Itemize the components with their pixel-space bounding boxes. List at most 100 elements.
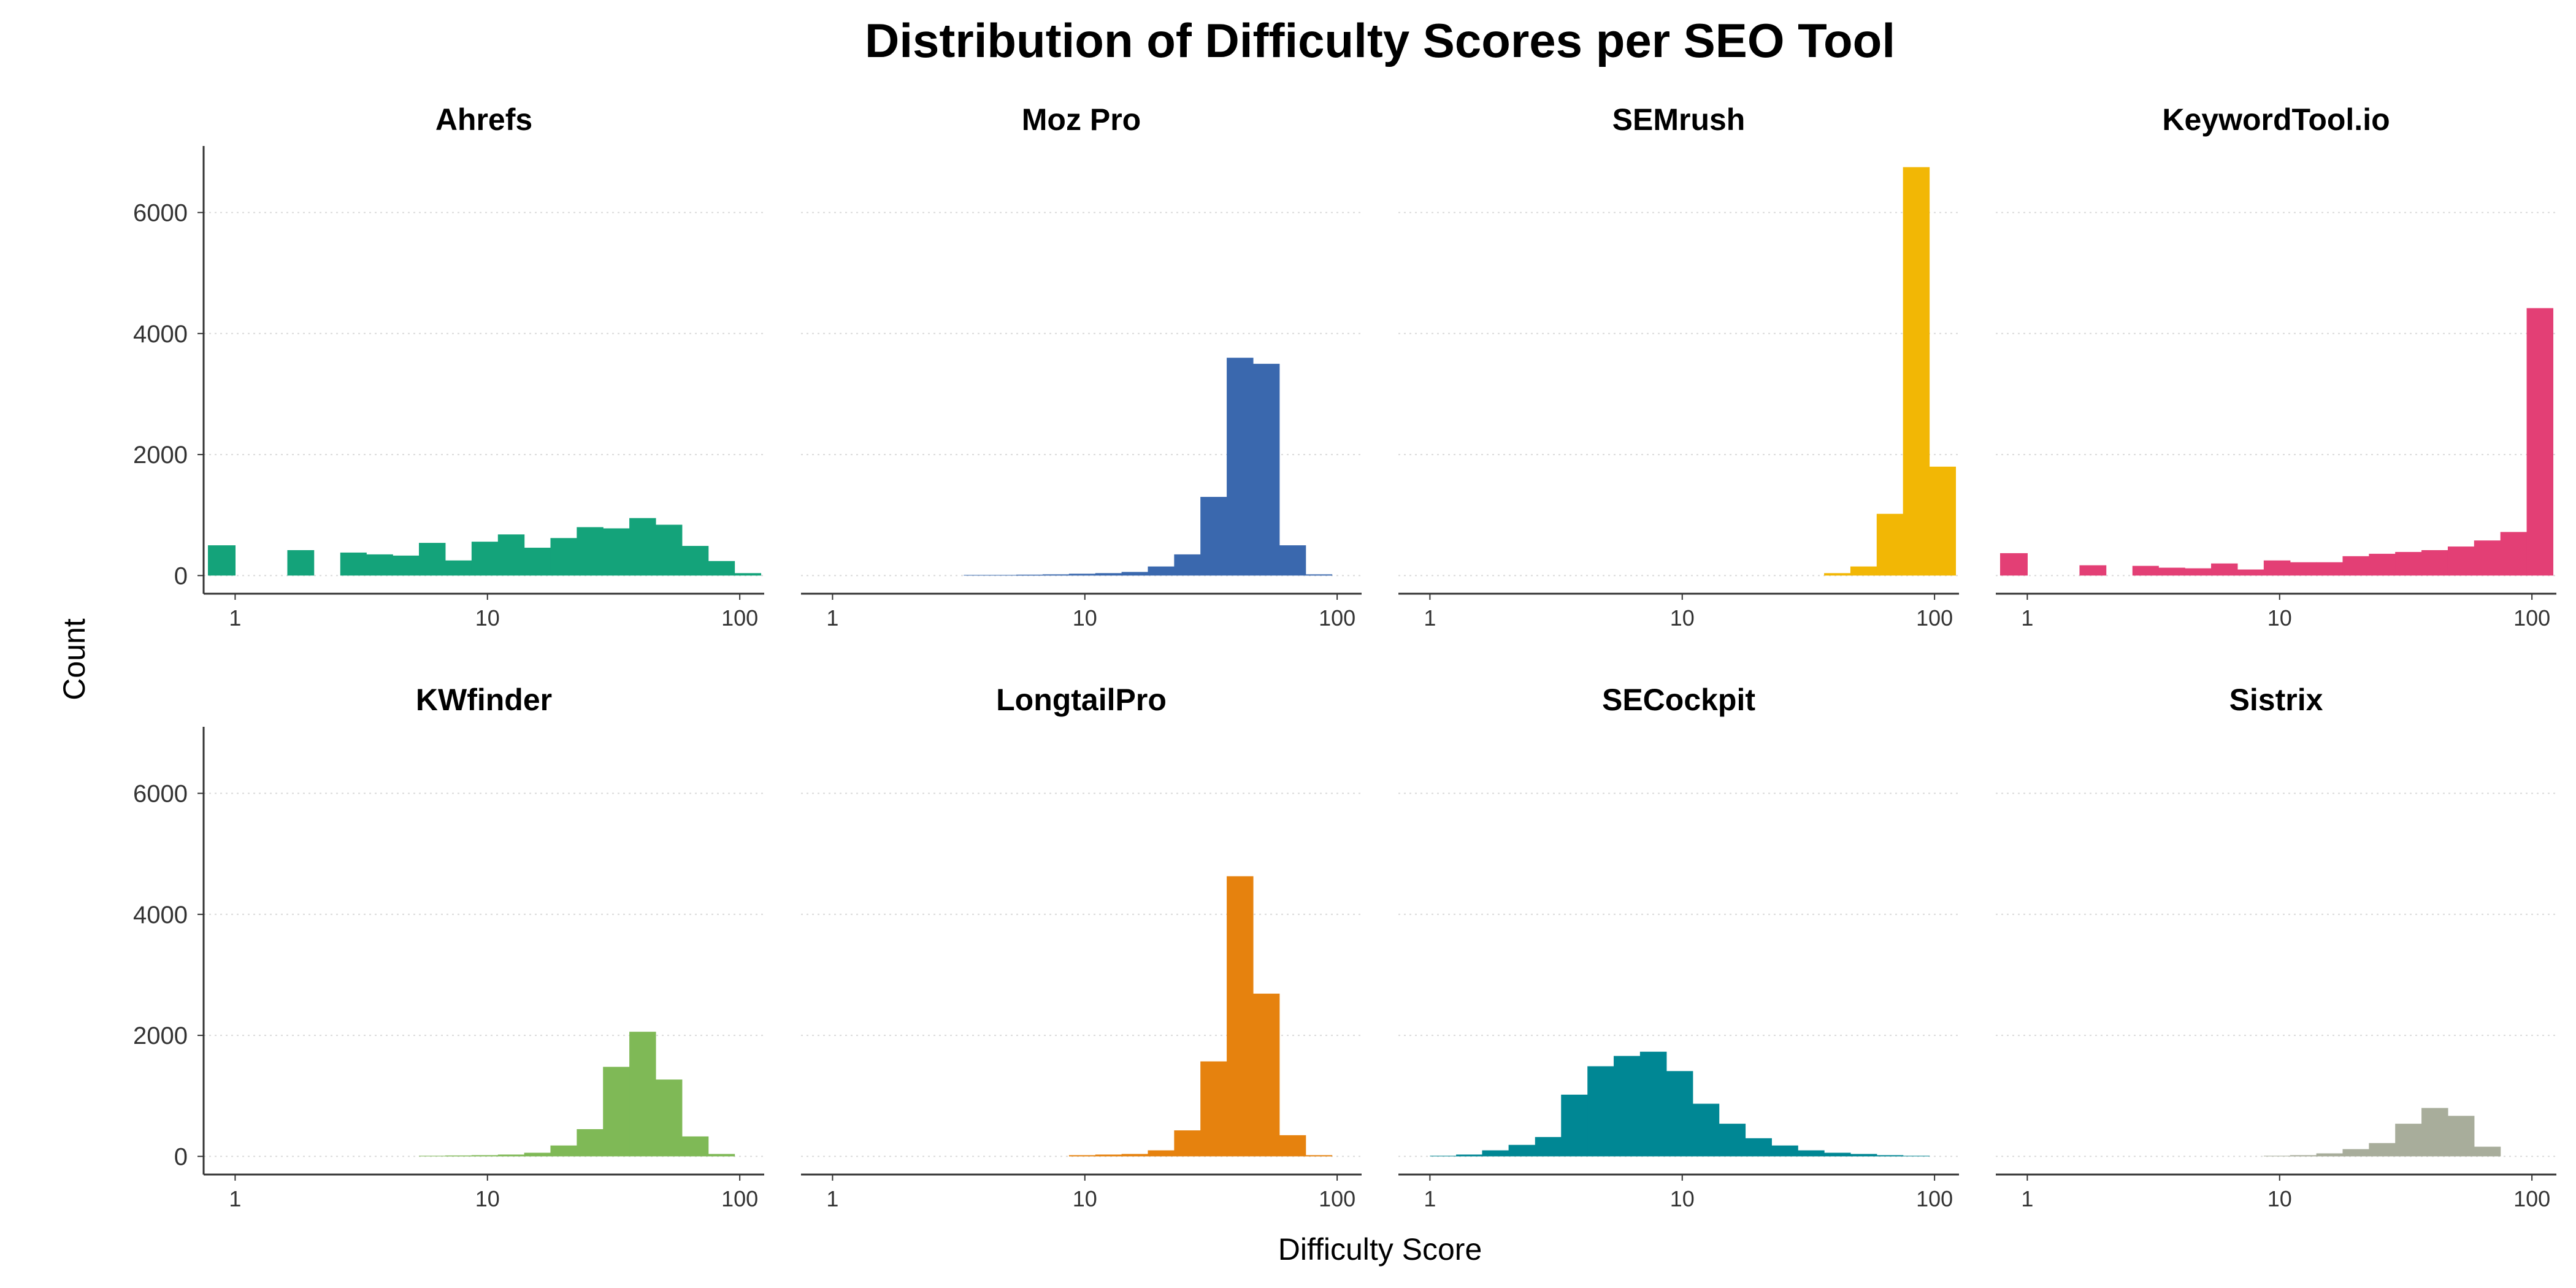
y-tick-label: 6000: [133, 781, 188, 808]
histogram-bar: [1850, 1154, 1877, 1157]
histogram-bar: [1042, 574, 1070, 576]
x-tick-label: 100: [721, 605, 758, 631]
histogram-bar: [1456, 1154, 1483, 1157]
histogram-bar: [1561, 1094, 1588, 1157]
x-tick-label: 100: [1916, 605, 1953, 631]
facet-panel: KeywordTool.io 1 10 100: [1996, 102, 2556, 631]
x-tick-label: 1: [2021, 605, 2033, 631]
x-tick-label: 10: [1073, 605, 1097, 631]
histogram-bar: [1876, 1155, 1904, 1157]
histogram-bar: [2316, 562, 2344, 576]
histogram-bar: [2395, 1124, 2422, 1157]
histogram-bar: [1200, 1061, 1227, 1157]
histogram-bar: [550, 538, 577, 576]
y-axis-title: Count: [57, 618, 91, 700]
histogram-bar: [629, 518, 656, 576]
x-tick-label: 10: [2267, 1186, 2292, 1211]
histogram-bar: [1227, 876, 1254, 1157]
x-tick-label: 100: [1916, 1186, 1953, 1211]
histogram-bar: [2237, 569, 2264, 576]
x-axis-title: Difficulty Score: [1278, 1232, 1482, 1267]
chart-title: Distribution of Difficulty Scores per SE…: [865, 13, 1895, 67]
histogram-bar: [708, 1154, 735, 1157]
y-tick-label: 2000: [133, 1022, 188, 1049]
histogram-bar: [1508, 1144, 1536, 1157]
histogram-bar: [497, 534, 525, 576]
histogram-bar: [1252, 994, 1280, 1157]
histogram-bar: [734, 573, 762, 576]
histogram-bar: [2342, 556, 2369, 576]
histogram-bar: [1174, 554, 1201, 576]
histogram-bar: [208, 545, 236, 576]
histogram-bar: [681, 1136, 709, 1157]
facet-panel: LongtailPro 1 10 100: [801, 683, 1362, 1211]
histogram-bar: [1148, 566, 1175, 576]
y-tick-label: 2000: [133, 442, 188, 469]
histogram-bar: [1929, 466, 1957, 576]
x-tick-label: 10: [2267, 605, 2292, 631]
histogram-bar: [1095, 573, 1122, 576]
histogram-bar: [340, 552, 367, 576]
x-tick-label: 1: [2021, 1186, 2033, 1211]
histogram-bar: [1903, 167, 1930, 576]
histogram-bar: [2158, 567, 2185, 576]
histogram-bar: [2342, 1149, 2369, 1157]
facet-panel: SEMrush 1 10 100: [1398, 102, 1959, 631]
histogram-bar: [2421, 550, 2448, 576]
histogram-bar: [1798, 1150, 1825, 1157]
histogram-bar: [2290, 1155, 2317, 1157]
x-tick-label: 100: [2513, 1186, 2550, 1211]
histogram-bar: [2526, 308, 2554, 576]
histogram-bar: [2421, 1108, 2448, 1157]
x-tick-label: 1: [229, 1186, 241, 1211]
histogram-bar: [393, 555, 420, 576]
x-tick-label: 10: [475, 1186, 500, 1211]
x-tick-label: 1: [826, 605, 838, 631]
histogram-bar: [2395, 551, 2422, 576]
x-tick-label: 10: [1670, 605, 1695, 631]
histogram-bar: [2211, 563, 2238, 576]
histogram-bar: [603, 528, 630, 576]
y-tick-label: 4000: [133, 321, 188, 348]
x-tick-label: 10: [1670, 1186, 1695, 1211]
histogram-bar: [497, 1154, 525, 1157]
histogram-bar: [445, 560, 472, 576]
x-tick-label: 1: [826, 1186, 838, 1211]
histogram-bar: [577, 527, 604, 576]
histogram-bar: [2447, 546, 2475, 576]
histogram-bar: [681, 546, 709, 576]
histogram-bar: [2474, 1146, 2501, 1157]
histogram-bar: [471, 1155, 499, 1157]
histogram-bar: [366, 554, 393, 576]
histogram-bar: [524, 548, 551, 576]
facet-title: LongtailPro: [996, 683, 1167, 717]
x-tick-label: 10: [475, 605, 500, 631]
facet-panel: KWfinder 0 2000 4000 6000 1 10 100: [133, 683, 764, 1211]
histogram-bar: [2474, 540, 2501, 576]
facet-title: Sistrix: [2229, 683, 2323, 717]
histogram-bar: [1482, 1150, 1509, 1157]
histogram-bar: [419, 543, 446, 576]
histogram-bar: [1771, 1145, 1798, 1157]
histogram-bar: [1227, 358, 1254, 576]
facet-title: KWfinder: [416, 683, 552, 717]
y-tick-label: 0: [174, 1143, 188, 1170]
histogram-bar: [1095, 1154, 1122, 1157]
facet-title: Ahrefs: [435, 102, 532, 137]
facet-panel: Ahrefs 0 2000 4000 6000 1 10 100: [133, 102, 764, 631]
histogram-bar: [603, 1067, 630, 1157]
histogram-bar: [1252, 364, 1280, 576]
histogram-bar: [1148, 1150, 1175, 1157]
x-tick-label: 100: [1319, 605, 1355, 631]
facet-panel: SECockpit 1 10 100: [1398, 683, 1959, 1211]
histogram-bar: [1587, 1066, 1614, 1157]
x-tick-label: 1: [1424, 605, 1436, 631]
histogram-bar: [1174, 1130, 1201, 1157]
histogram-bar: [708, 561, 735, 576]
histogram-bar: [1535, 1137, 1562, 1157]
x-tick-label: 100: [1319, 1186, 1355, 1211]
histogram-bar: [2000, 553, 2028, 576]
y-tick-label: 0: [174, 562, 188, 589]
x-tick-label: 10: [1073, 1186, 1097, 1211]
x-tick-label: 100: [721, 1186, 758, 1211]
